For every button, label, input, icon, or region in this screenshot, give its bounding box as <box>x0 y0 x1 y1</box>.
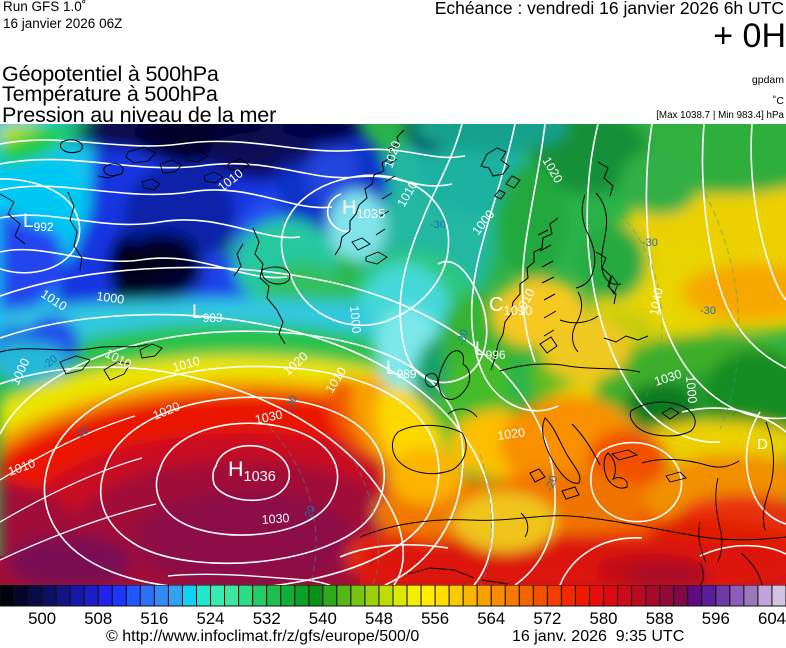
svg-text:-30: -30 <box>430 219 446 231</box>
svg-text:1030: 1030 <box>254 407 284 426</box>
svg-text:-30: -30 <box>700 305 716 317</box>
svg-text:D: D <box>757 436 768 453</box>
svg-text:-20: -20 <box>284 394 301 413</box>
svg-text:1000: 1000 <box>683 375 699 404</box>
svg-text:1000: 1000 <box>347 305 363 334</box>
svg-text:1040: 1040 <box>647 287 666 317</box>
svg-text:-30: -30 <box>642 237 658 249</box>
svg-text:-30: -30 <box>455 328 471 346</box>
svg-text:-20: -20 <box>544 474 561 493</box>
svg-text:1000: 1000 <box>96 289 126 307</box>
svg-text:1020: 1020 <box>496 425 526 443</box>
svg-text:-20: -20 <box>302 504 319 523</box>
svg-text:1030: 1030 <box>261 511 290 527</box>
